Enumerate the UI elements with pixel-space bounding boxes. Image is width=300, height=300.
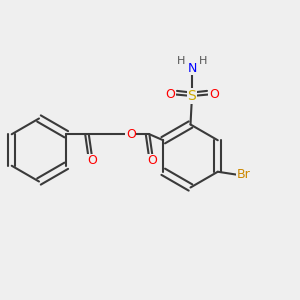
Text: O: O (126, 128, 136, 141)
Text: O: O (165, 88, 175, 101)
Text: Br: Br (236, 168, 250, 181)
Text: O: O (209, 88, 219, 101)
Text: O: O (147, 154, 157, 167)
Text: H: H (199, 56, 208, 66)
Text: S: S (188, 89, 196, 103)
Text: O: O (87, 154, 97, 167)
Text: H: H (176, 56, 185, 66)
Text: N: N (187, 61, 197, 75)
